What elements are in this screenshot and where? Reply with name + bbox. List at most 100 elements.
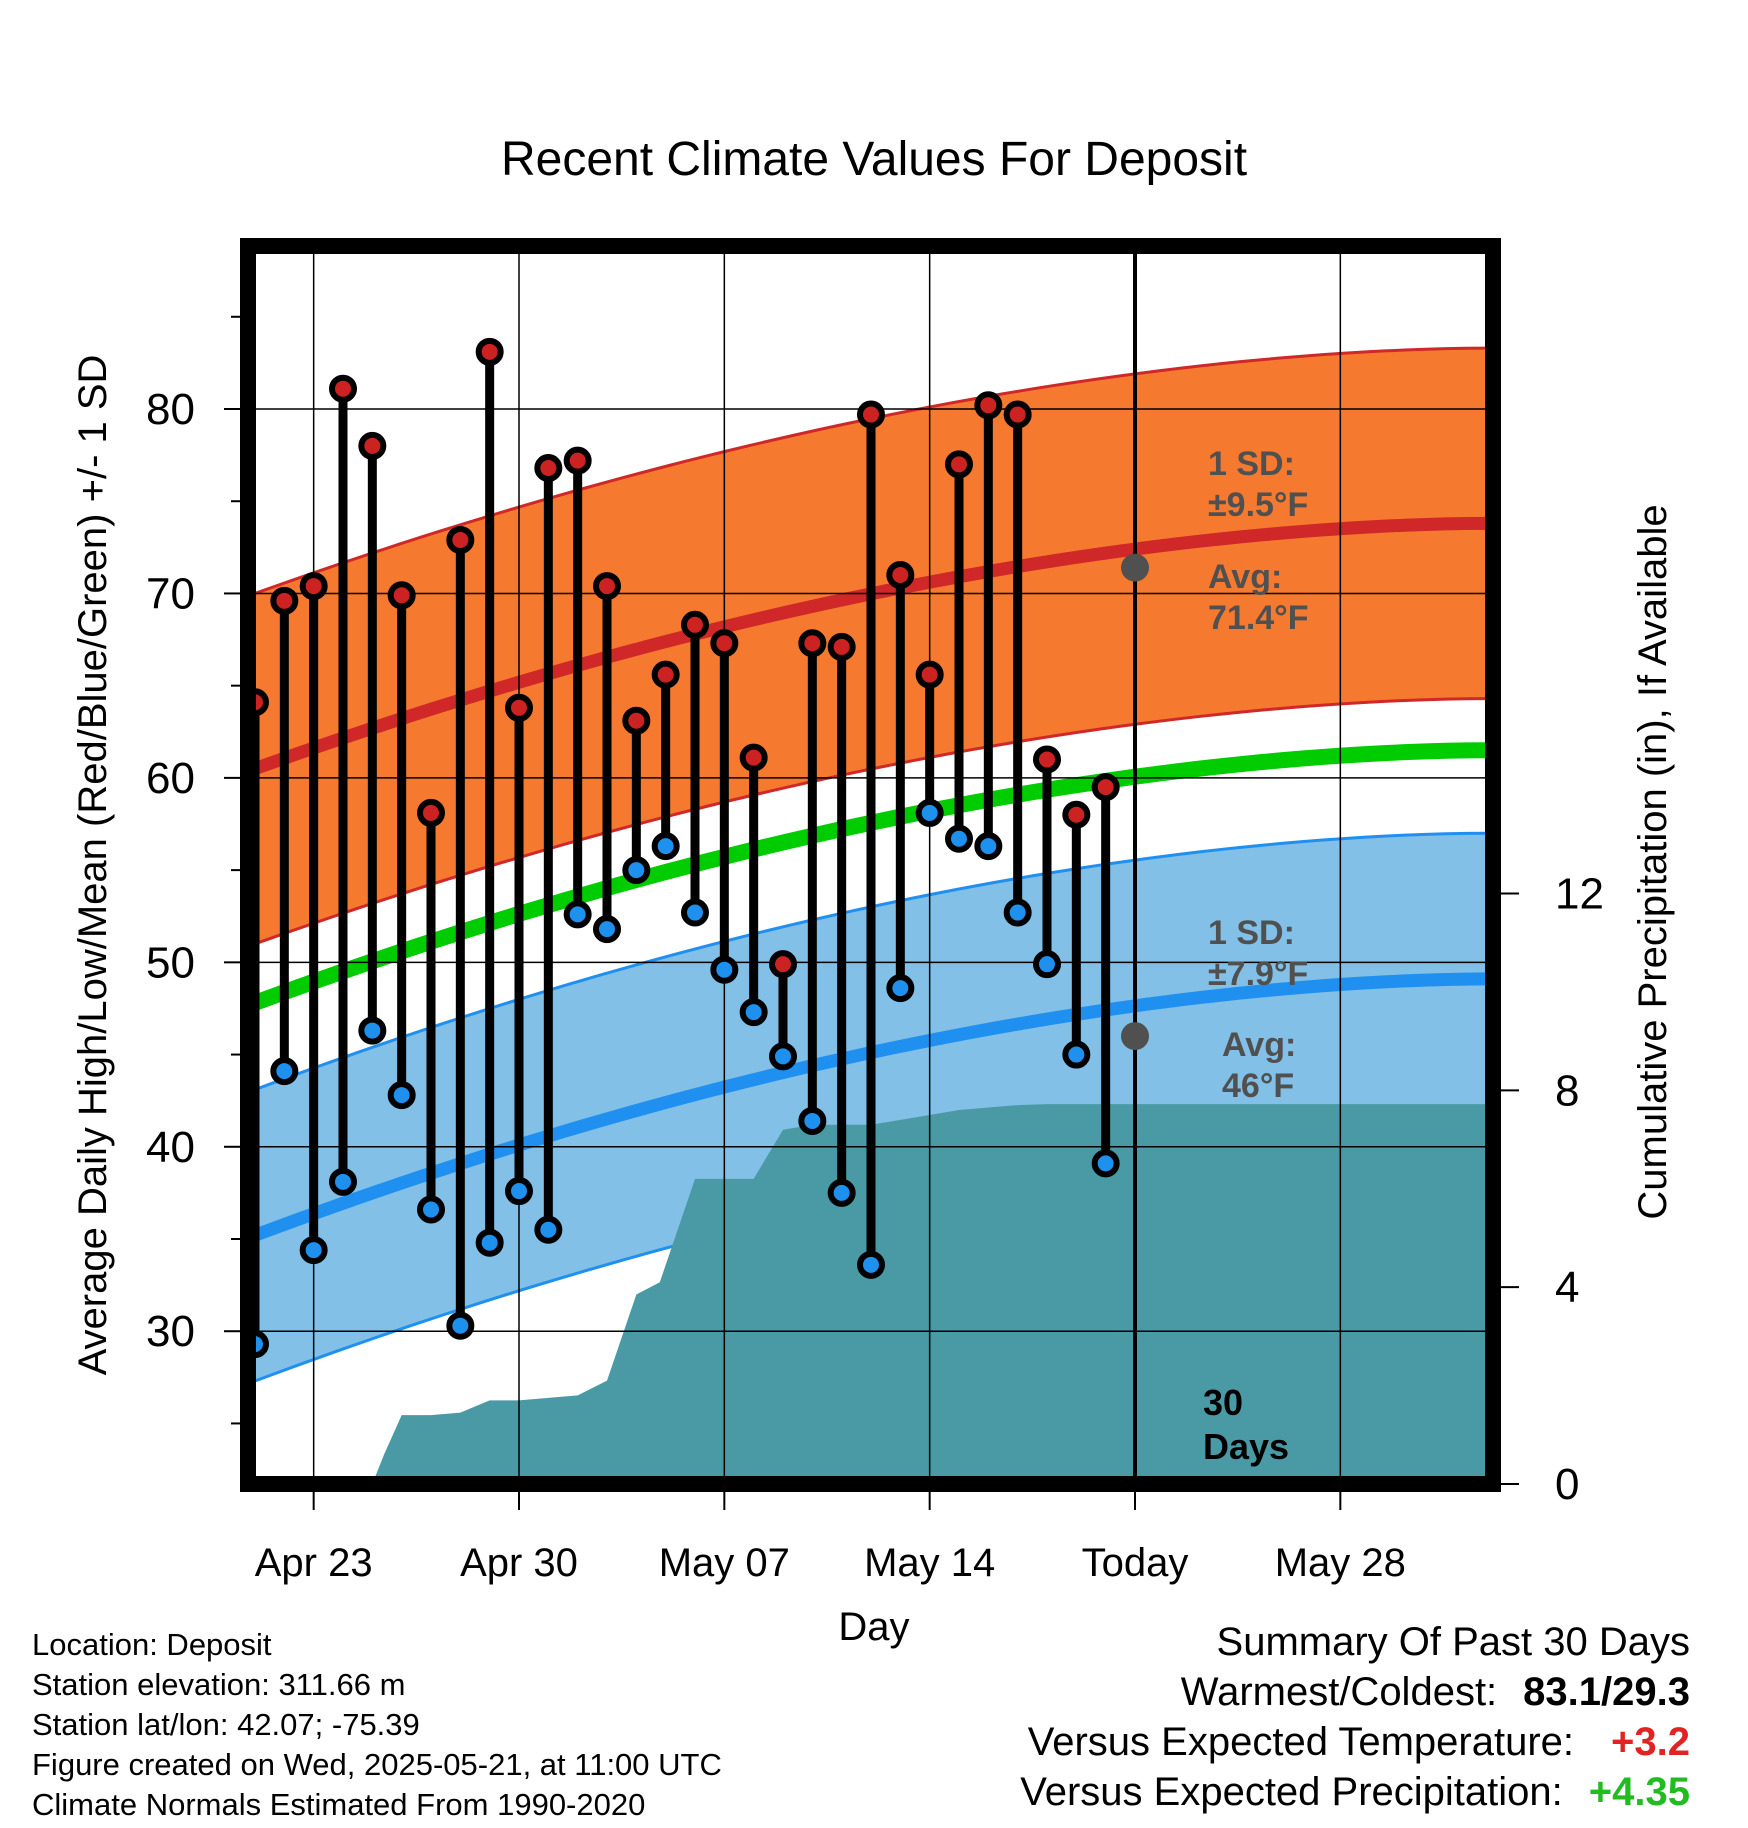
high-point bbox=[417, 798, 445, 827]
x-tick-label: May 28 bbox=[1275, 1541, 1406, 1585]
high-point bbox=[1033, 745, 1061, 774]
low-point bbox=[622, 856, 651, 885]
high-point bbox=[329, 374, 357, 403]
plot-frame bbox=[240, 238, 1501, 1492]
high-point bbox=[681, 610, 709, 639]
low-point bbox=[915, 798, 944, 827]
high-point bbox=[915, 660, 944, 689]
low-point bbox=[299, 1236, 328, 1265]
high-point bbox=[710, 629, 739, 658]
high-point bbox=[593, 572, 621, 601]
y-tick-label-70: 70 bbox=[146, 569, 195, 618]
low-point bbox=[769, 1042, 797, 1071]
high-point bbox=[270, 586, 299, 615]
low-point bbox=[1003, 898, 1032, 927]
low-sd-annotation-line1: 1 SD: bbox=[1208, 914, 1295, 952]
low-point bbox=[1062, 1040, 1091, 1069]
precip-value: +4.35 bbox=[1588, 1770, 1690, 1814]
low-point bbox=[798, 1106, 827, 1135]
y2-tick-label-4: 4 bbox=[1555, 1263, 1579, 1312]
high-sd-annotation-line2: ±9.5°F bbox=[1208, 486, 1308, 524]
high-sd-annotation-line1: 1 SD: bbox=[1208, 445, 1295, 483]
low-point bbox=[827, 1178, 856, 1207]
low-point bbox=[505, 1177, 533, 1206]
x-tick-label: Apr 23 bbox=[255, 1541, 373, 1585]
high-point bbox=[475, 337, 504, 366]
today-label-line1: 30 bbox=[1203, 1382, 1243, 1423]
today-low-avg-marker bbox=[1121, 1022, 1149, 1051]
high-point bbox=[299, 572, 328, 601]
high-point bbox=[387, 581, 416, 610]
low-point bbox=[739, 998, 768, 1027]
summary-temp-row: Versus Expected Temperature: +3.2 bbox=[790, 1720, 1690, 1770]
low-point bbox=[857, 1250, 885, 1279]
location-text: Location: Deposit bbox=[32, 1627, 272, 1662]
high-point bbox=[827, 632, 856, 661]
summary-panel: Summary Of Past 30 Days Warmest/Coldest:… bbox=[790, 1620, 1690, 1820]
low-point bbox=[534, 1215, 563, 1244]
high-point bbox=[1091, 773, 1120, 802]
high-point bbox=[622, 706, 651, 735]
high-point bbox=[563, 446, 592, 475]
high-point bbox=[739, 743, 768, 772]
low-point bbox=[710, 955, 739, 984]
y-tick-label-40: 40 bbox=[146, 1123, 195, 1172]
low-point bbox=[886, 974, 915, 1003]
today-high-avg-marker bbox=[1121, 553, 1149, 582]
low-point bbox=[358, 1016, 387, 1045]
created-text: Figure created on Wed, 2025-05-21, at 11… bbox=[32, 1747, 722, 1782]
precip-area bbox=[255, 1104, 1487, 1484]
warm-label: Warmest/Coldest: bbox=[1180, 1670, 1498, 1714]
today-label-line2: Days bbox=[1203, 1426, 1289, 1467]
y-tick-label-60: 60 bbox=[146, 754, 195, 803]
high-point bbox=[505, 693, 533, 722]
y2-tick-label-12: 12 bbox=[1555, 870, 1604, 919]
station-info: Location: Deposit Station elevation: 311… bbox=[32, 1625, 722, 1825]
high-point bbox=[857, 400, 885, 429]
low-avg-annotation-line2: 46°F bbox=[1222, 1067, 1294, 1105]
warm-value: 83.1/29.3 bbox=[1523, 1670, 1690, 1714]
low-point bbox=[945, 824, 973, 853]
y2-tick-label-0: 0 bbox=[1555, 1460, 1579, 1509]
low-sd-annotation-line2: ±7.9°F bbox=[1208, 955, 1308, 993]
elevation-text: Station elevation: 311.66 m bbox=[32, 1667, 406, 1702]
x-tick-label: May 07 bbox=[659, 1541, 790, 1585]
x-tick-label: Apr 30 bbox=[460, 1541, 578, 1585]
high-avg-annotation-line1: Avg: bbox=[1208, 558, 1282, 596]
high-point bbox=[769, 950, 797, 979]
latlon-text: Station lat/lon: 42.07; -75.39 bbox=[32, 1707, 420, 1742]
x-axis-label: Day bbox=[838, 1605, 909, 1649]
summary-precip-row: Versus Expected Precipitation: +4.35 bbox=[790, 1770, 1690, 1820]
temp-label: Versus Expected Temperature: bbox=[1027, 1720, 1574, 1764]
high-avg-annotation-line2: 71.4°F bbox=[1208, 599, 1309, 637]
low-point bbox=[563, 900, 592, 929]
high-point bbox=[945, 450, 973, 479]
high-point bbox=[886, 561, 915, 589]
y-tick-label-30: 30 bbox=[146, 1307, 195, 1356]
high-point bbox=[358, 431, 387, 460]
high-point bbox=[446, 525, 475, 554]
summary-heading-row: Summary Of Past 30 Days bbox=[790, 1620, 1690, 1670]
low-point bbox=[387, 1081, 416, 1110]
y-axis-label: Average Daily High/Low/Mean (Red/Blue/Gr… bbox=[71, 355, 115, 1376]
high-point bbox=[534, 454, 563, 483]
low-point bbox=[446, 1311, 475, 1340]
summary-warm-row: Warmest/Coldest: 83.1/29.3 bbox=[790, 1670, 1690, 1720]
low-point bbox=[681, 898, 709, 927]
y-tick-label-80: 80 bbox=[146, 385, 195, 434]
low-point bbox=[593, 915, 621, 944]
chart-title: Recent Climate Values For Deposit bbox=[501, 133, 1247, 186]
temp-value: +3.2 bbox=[1611, 1720, 1690, 1764]
y2-tick-label-8: 8 bbox=[1555, 1066, 1579, 1115]
summary-heading: Summary Of Past 30 Days bbox=[1216, 1620, 1690, 1664]
low-point bbox=[329, 1167, 357, 1196]
low-point bbox=[270, 1057, 299, 1086]
high-point bbox=[798, 629, 827, 658]
y-tick-label-50: 50 bbox=[146, 938, 195, 987]
x-tick-label: Today bbox=[1082, 1541, 1189, 1585]
low-point bbox=[417, 1195, 445, 1224]
low-point bbox=[651, 832, 680, 861]
high-point bbox=[974, 391, 1003, 420]
normals-text: Climate Normals Estimated From 1990-2020 bbox=[32, 1787, 646, 1822]
